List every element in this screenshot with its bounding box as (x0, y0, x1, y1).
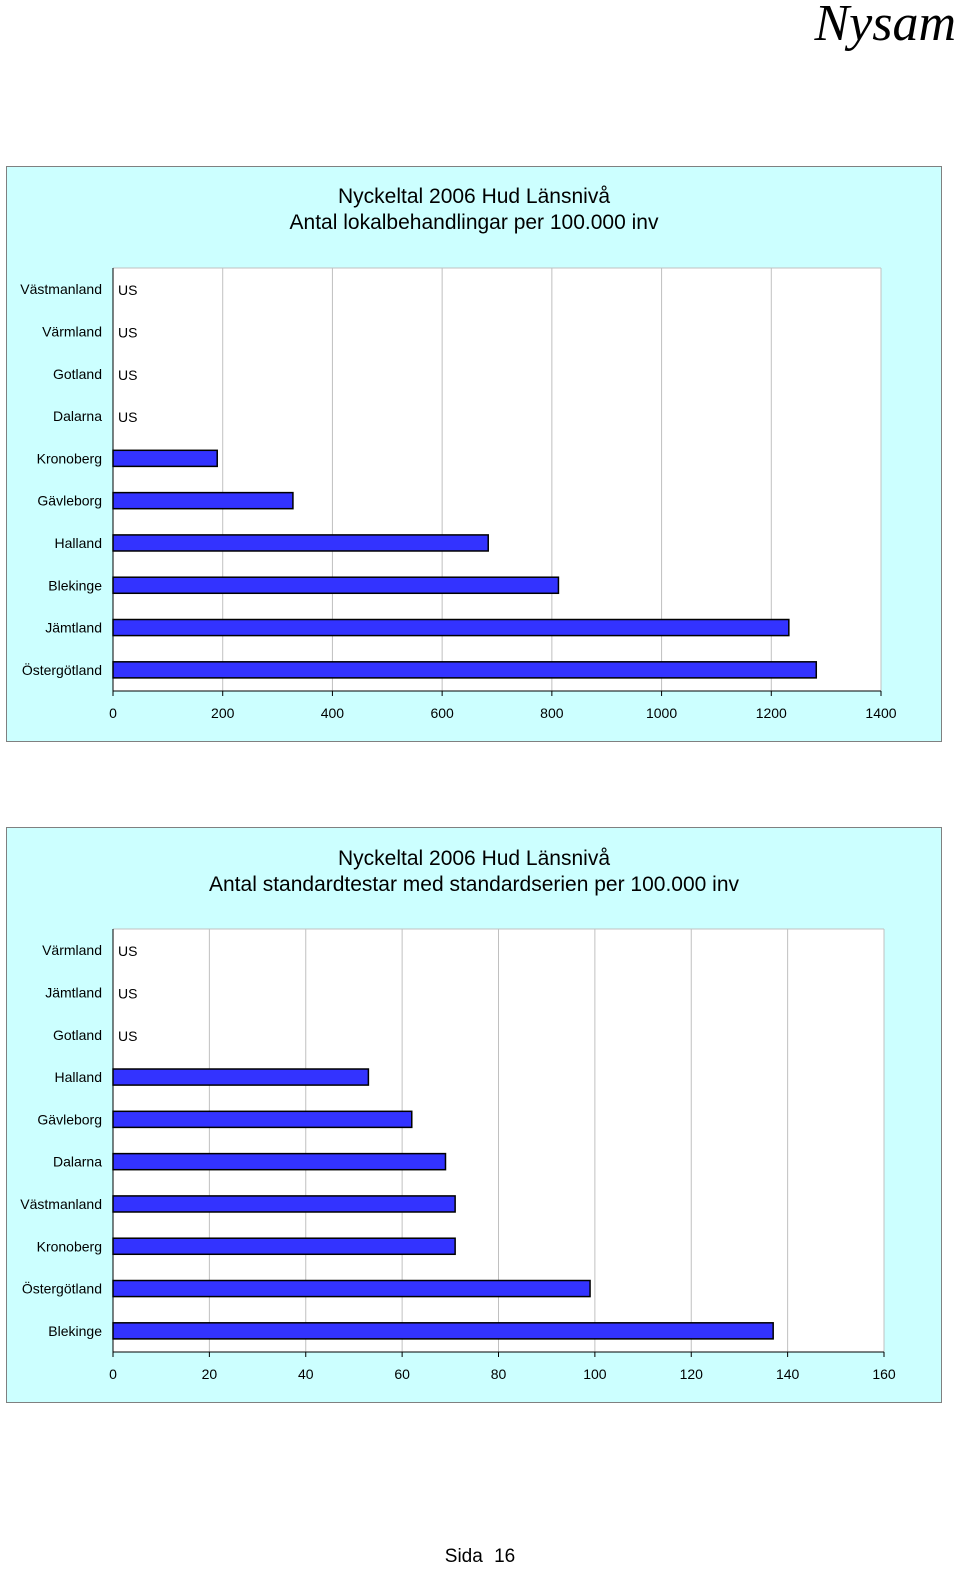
bar (112, 1237, 456, 1256)
bar-value-label: US (118, 282, 137, 298)
y-category-label: Kronoberg (37, 1238, 102, 1254)
bar-value-label: US (118, 985, 137, 1001)
bar-value-label: US (118, 324, 137, 340)
y-category-label: Blekinge (48, 577, 102, 593)
bar (112, 618, 790, 637)
x-tick-label: 1000 (646, 705, 677, 721)
chart-panel-standardtestar: Nyckeltal 2006 Hud Länsnivå Antal standa… (6, 827, 942, 1403)
bar (112, 1068, 370, 1086)
bar-value-label: US (118, 409, 137, 425)
x-tick-label: 1200 (756, 705, 787, 721)
page-label: Sida (444, 1546, 483, 1567)
bar-chart-svg: 0 20 40 60 80 100 120 140 160 Värmland US Jämtland U… (20, 928, 896, 1382)
bar (112, 491, 294, 510)
y-category-label: Halland (55, 1069, 102, 1085)
y-category-label: Blekinge (48, 1323, 102, 1339)
bar-value-label: US (118, 367, 137, 383)
y-category-label: Östergötland (22, 1280, 102, 1297)
x-tick-label: 60 (394, 1366, 410, 1382)
chart-subtitle: Antal lokalbehandlingar per 100.000 inv (289, 211, 659, 234)
chart-title: Nyckeltal 2006 Hud Länsnivå (338, 185, 610, 208)
bar (112, 1152, 447, 1171)
x-tick-label: 140 (776, 1366, 800, 1382)
chart-panel-lokalbehandlingar: Nyckeltal 2006 Hud Länsnivå Antal lokalb… (6, 166, 942, 742)
y-category-label: Värmland (42, 323, 102, 339)
page-footer: Sida 16 (0, 1544, 960, 1570)
bar (112, 1195, 456, 1213)
page-number: 16 (494, 1546, 516, 1567)
y-category-label: Halland (55, 535, 102, 551)
y-category-label: Dalarna (53, 1154, 102, 1170)
y-category-label: Jämtland (45, 620, 102, 636)
bar (112, 1110, 413, 1129)
y-category-label: Västmanland (20, 1196, 102, 1212)
x-tick-label: 160 (872, 1366, 896, 1382)
x-tick-label: 800 (540, 705, 564, 721)
y-category-label: Jämtland (45, 984, 102, 1000)
y-category-label: Gävleborg (37, 1111, 102, 1127)
y-category-label: Värmland (42, 942, 102, 958)
x-tick-label: 20 (202, 1366, 218, 1382)
x-tick-label: 80 (491, 1366, 507, 1382)
bar (112, 661, 818, 679)
brand-logo-text: Nysam (814, 0, 956, 52)
y-category-label: Dalarna (53, 408, 102, 424)
x-tick-label: 0 (109, 1366, 117, 1382)
bar (112, 1322, 774, 1340)
bar-value-label: US (118, 1028, 137, 1044)
x-tick-label: 100 (583, 1366, 607, 1382)
y-category-label: Gävleborg (37, 493, 102, 509)
bar (112, 1279, 591, 1298)
y-category-label: Gotland (53, 366, 102, 382)
bar-value-label: US (118, 943, 137, 959)
bar-chart-svg: 0 200 400 600 800 1000 1200 1400 Västmanland US Vä… (20, 267, 897, 721)
y-category-label: Västmanland (20, 281, 102, 297)
bar (112, 534, 489, 552)
x-tick-label: 400 (321, 705, 345, 721)
x-tick-label: 0 (109, 705, 117, 721)
x-tick-label: 1400 (865, 705, 896, 721)
bar (112, 576, 560, 595)
x-tick-label: 200 (211, 705, 235, 721)
chart-subtitle: Antal standardtestar med standardserien … (209, 873, 739, 896)
y-category-label: Kronoberg (37, 450, 102, 466)
bar (112, 449, 218, 468)
y-category-label: Östergötland (22, 661, 102, 678)
x-tick-label: 600 (430, 705, 454, 721)
x-tick-label: 120 (680, 1366, 704, 1382)
x-tick-label: 40 (298, 1366, 314, 1382)
y-category-label: Gotland (53, 1027, 102, 1043)
chart-title: Nyckeltal 2006 Hud Länsnivå (338, 847, 610, 870)
